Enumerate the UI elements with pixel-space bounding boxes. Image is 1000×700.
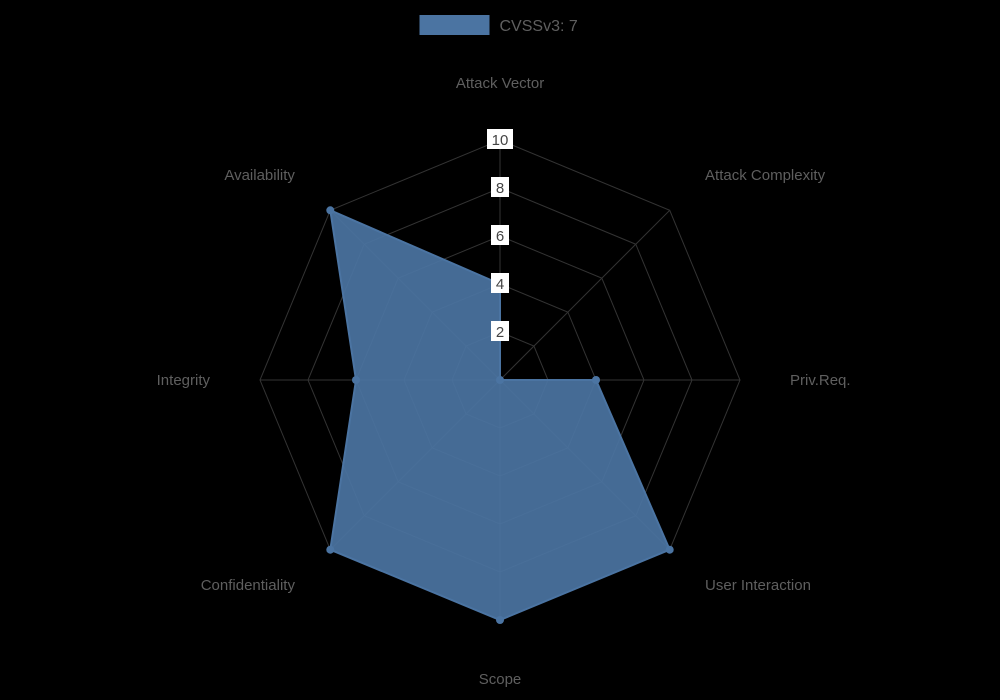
radar-axis-label: Confidentiality bbox=[201, 577, 296, 594]
radar-series-marker bbox=[666, 546, 674, 554]
radar-series-marker bbox=[326, 206, 334, 214]
radar-series-marker bbox=[496, 376, 504, 384]
radar-axis-label: Availability bbox=[224, 167, 295, 184]
radar-axis-label: Scope bbox=[479, 671, 522, 688]
radar-axis-label: User Interaction bbox=[705, 577, 811, 594]
cvss-radar-chart: Attack Vector Attack Complexity Priv.Req. U… bbox=[0, 0, 1000, 700]
radar-axis-label: Integrity bbox=[157, 372, 211, 389]
radar-series-marker bbox=[352, 376, 360, 384]
radar-tick-label: 8 bbox=[496, 180, 504, 197]
radar-axis-label: Priv.Req. bbox=[790, 372, 851, 389]
radar-series-marker bbox=[326, 546, 334, 554]
radar-axis-label: Attack Vector bbox=[456, 75, 544, 92]
radar-axis-label: Attack Complexity bbox=[705, 167, 826, 184]
legend-label: CVSSv3: 7 bbox=[500, 18, 578, 35]
radar-tick-label: 10 bbox=[492, 132, 509, 149]
radar-tick-label: 6 bbox=[496, 228, 504, 245]
legend-swatch bbox=[420, 15, 490, 35]
radar-tick-label: 2 bbox=[496, 324, 504, 341]
radar-tick-label: 4 bbox=[496, 276, 504, 293]
radar-series-marker bbox=[592, 376, 600, 384]
radar-series-marker bbox=[496, 616, 504, 624]
